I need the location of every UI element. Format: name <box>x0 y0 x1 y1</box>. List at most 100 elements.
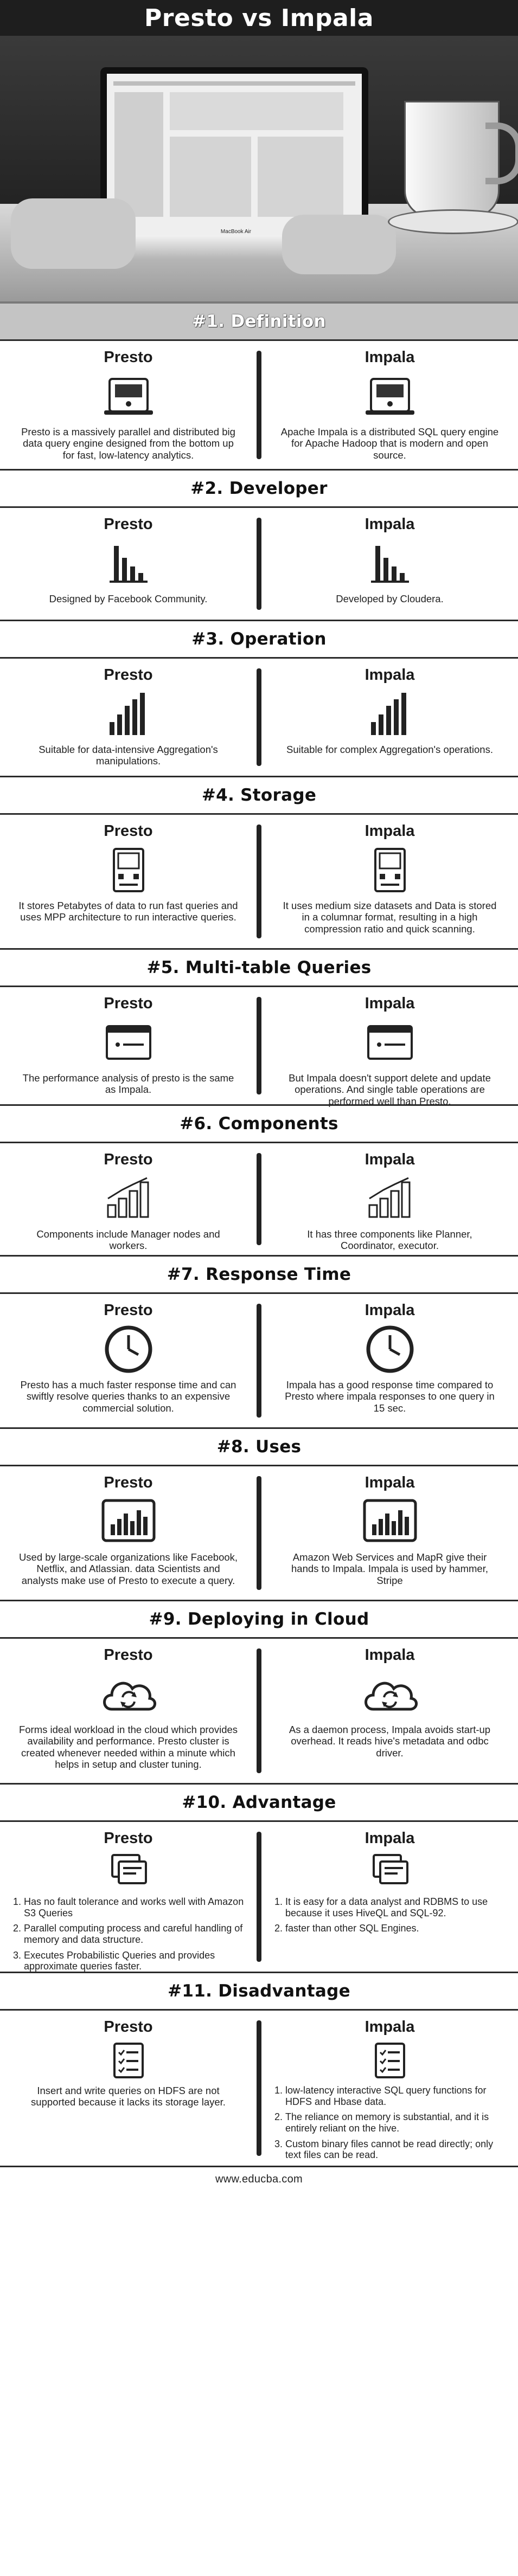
presto-label: Presto <box>104 1830 153 1847</box>
impala-text: Apache Impala is a distributed SQL query… <box>280 426 499 461</box>
laptop-brand: MacBook Air <box>220 229 252 235</box>
impala-column: Impala It is easy for a data analyst and… <box>261 1822 518 1972</box>
section-heading: #11. Disadvantage <box>168 1981 350 2001</box>
presto-text: Suitable for data-intensive Aggregation'… <box>39 744 218 767</box>
column-divider <box>257 668 261 766</box>
section-header-advantage: #10. Advantage <box>0 1785 518 1820</box>
section-header-operation: #3. Operation <box>0 621 518 657</box>
comparison-storage: Presto It stores Petabytes of data to ru… <box>0 813 518 950</box>
window-icon <box>355 1018 425 1067</box>
presto-text: The performance analysis of presto is th… <box>22 1072 234 1096</box>
presto-label: Presto <box>104 349 153 366</box>
impala-column: Impala As a daemon process, Impala avoid… <box>261 1639 518 1783</box>
impala-disadvantage-list: low-latency interactive SQL query functi… <box>267 2085 506 2161</box>
section-heading: #4. Storage <box>201 785 317 805</box>
comparison-disadvantage: Presto Insert and write queries on HDFS … <box>0 2009 518 2167</box>
impala-label: Impala <box>364 1151 415 1168</box>
framed-card-icon <box>93 372 164 421</box>
clock-icon <box>355 1325 425 1374</box>
impala-label: Impala <box>364 1302 415 1319</box>
list-item: low-latency interactive SQL query functi… <box>285 2085 506 2107</box>
comparison-uses: Presto Used by large-scale organizations… <box>0 1465 518 1601</box>
screen-toolbar <box>113 81 355 86</box>
section-header-deploying-in-cloud: #9. Deploying in Cloud <box>0 1601 518 1637</box>
footer-url[interactable]: www.educba.com <box>215 2173 303 2185</box>
impala-text: Suitable for complex Aggregation's opera… <box>286 744 493 755</box>
comparison-multi-table-queries: Presto The performance analysis of prest… <box>0 986 518 1107</box>
impala-column: Impala Amazon Web Services and MapR give… <box>261 1466 518 1600</box>
bar-chart-icon <box>93 539 164 588</box>
impala-column: Impala low-latency interactive SQL query… <box>261 2011 518 2166</box>
impala-label: Impala <box>364 2018 415 2036</box>
device-icon <box>93 846 164 894</box>
cloud-sync-icon <box>93 1670 164 1718</box>
presto-text: Presto has a much faster response time a… <box>20 1379 236 1414</box>
presto-text: Presto is a massively parallel and distr… <box>21 426 235 461</box>
saucer <box>388 209 518 234</box>
presto-column: Presto It stores Petabytes of data to ru… <box>0 815 257 948</box>
presto-label: Presto <box>104 822 153 840</box>
comparison-developer: Presto Designed by Facebook Community. I… <box>0 506 518 621</box>
presto-label: Presto <box>104 1302 153 1319</box>
presto-column: Presto Has no fault tolerance and works … <box>0 1822 257 1972</box>
column-divider <box>257 351 261 459</box>
presto-text: Insert and write queries on HDFS are not… <box>31 2085 226 2108</box>
stacked-cards-icon <box>355 1853 425 1891</box>
presto-text: Components include Manager nodes and wor… <box>36 1228 220 1252</box>
list-item: Parallel computing process and careful h… <box>24 1923 245 1945</box>
column-divider <box>257 1832 261 1962</box>
column-divider <box>257 1648 261 1773</box>
section-header-storage: #4. Storage <box>0 777 518 813</box>
checklist-icon <box>355 2042 425 2079</box>
section-heading: #2. Developer <box>190 479 328 498</box>
presto-column: Presto Presto has a much faster response… <box>0 1294 257 1427</box>
cloud-sync-icon <box>355 1670 425 1718</box>
impala-column: Impala Developed by Cloudera. <box>261 508 518 620</box>
right-hand <box>282 215 396 274</box>
title-bar: Presto vs Impala <box>0 0 518 36</box>
presto-text: Used by large-scale organizations like F… <box>18 1551 238 1586</box>
column-divider <box>257 825 261 938</box>
section-header-multi-table-queries: #5. Multi-table Queries <box>0 950 518 986</box>
screen-sidebar <box>114 92 163 217</box>
impala-label: Impala <box>364 516 415 533</box>
impala-text: Impala has a good response time compared… <box>285 1379 495 1414</box>
impala-text: It has three components like Planner, Co… <box>307 1228 472 1252</box>
stacked-cards-icon <box>93 1853 164 1891</box>
section-heading: #5. Multi-table Queries <box>146 958 372 977</box>
screen-chart-panel <box>170 92 343 130</box>
section-heading: #1. Definition <box>192 312 326 331</box>
impala-column: Impala It has three components like Plan… <box>261 1143 518 1255</box>
impala-advantage-list: It is easy for a data analyst and RDBMS … <box>267 1896 506 1934</box>
presto-label: Presto <box>104 995 153 1012</box>
list-item: It is easy for a data analyst and RDBMS … <box>285 1896 506 1918</box>
comparison-components: Presto Components include Manager nodes … <box>0 1142 518 1257</box>
impala-label: Impala <box>364 1646 415 1664</box>
presto-column: Presto Insert and write queries on HDFS … <box>0 2011 257 2166</box>
impala-column: Impala It uses medium size datasets and … <box>261 815 518 948</box>
impala-column: Impala Suitable for complex Aggregation'… <box>261 659 518 776</box>
list-item: Has no fault tolerance and works well wi… <box>24 1896 245 1918</box>
presto-text: Designed by Facebook Community. <box>49 593 208 604</box>
comparison-response-time: Presto Presto has a much faster response… <box>0 1292 518 1429</box>
column-divider <box>257 2020 261 2156</box>
presto-label: Presto <box>104 2018 153 2036</box>
column-divider <box>257 1153 261 1245</box>
impala-column: Impala Apache Impala is a distributed SQ… <box>261 341 518 469</box>
presto-label: Presto <box>104 1151 153 1168</box>
rising-bars-icon <box>355 690 425 738</box>
page-title: Presto vs Impala <box>144 4 374 32</box>
presto-column: Presto Designed by Facebook Community. <box>0 508 257 620</box>
section-header-disadvantage: #11. Disadvantage <box>0 1973 518 2009</box>
presto-column: Presto Components include Manager nodes … <box>0 1143 257 1255</box>
section-header-uses: #8. Uses <box>0 1429 518 1465</box>
list-item: Custom binary files cannot be read direc… <box>285 2139 506 2161</box>
chart-board-icon <box>355 1497 425 1546</box>
signal-bars-icon <box>93 1174 164 1223</box>
footer: www.educba.com <box>0 2167 518 2191</box>
presto-column: Presto Suitable for data-intensive Aggre… <box>0 659 257 776</box>
impala-text: Amazon Web Services and MapR give their … <box>291 1551 488 1586</box>
impala-label: Impala <box>364 1830 415 1847</box>
presto-advantage-list: Has no fault tolerance and works well wi… <box>5 1896 245 1972</box>
